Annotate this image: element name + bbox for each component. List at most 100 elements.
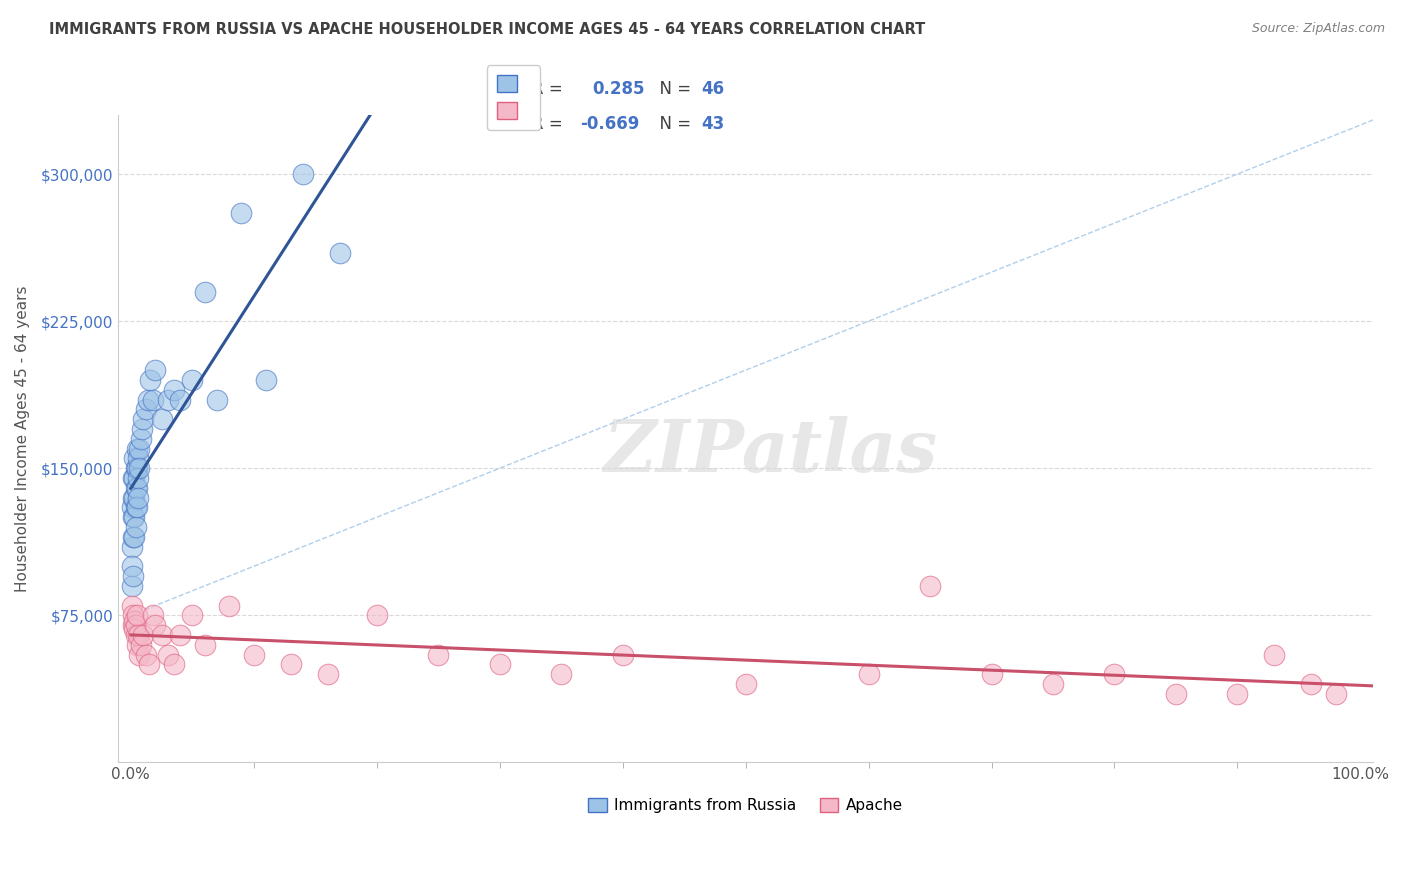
Point	[1263, 648, 1285, 662]
Point	[124, 451, 146, 466]
Point	[132, 412, 155, 426]
Point	[128, 461, 150, 475]
Point	[163, 383, 186, 397]
Text: -0.669: -0.669	[581, 115, 640, 133]
Point	[143, 618, 166, 632]
Point	[125, 461, 148, 475]
Point	[427, 648, 450, 662]
Text: Source: ZipAtlas.com: Source: ZipAtlas.com	[1251, 22, 1385, 36]
Point	[169, 392, 191, 407]
Point	[124, 510, 146, 524]
Point	[124, 614, 146, 628]
Text: 0.285: 0.285	[592, 79, 645, 97]
Point	[122, 569, 145, 583]
Point	[125, 442, 148, 456]
Point	[291, 167, 314, 181]
Point	[131, 422, 153, 436]
Point	[1164, 687, 1187, 701]
Point	[127, 471, 149, 485]
Point	[136, 392, 159, 407]
Point	[218, 599, 240, 613]
Point	[181, 608, 204, 623]
Point	[143, 363, 166, 377]
Text: ZIPatlas: ZIPatlas	[603, 417, 938, 487]
Point	[129, 432, 152, 446]
Point	[127, 451, 149, 466]
Legend: Immigrants from Russia, Apache: Immigrants from Russia, Apache	[582, 792, 908, 820]
Text: N =: N =	[650, 115, 696, 133]
Point	[280, 657, 302, 672]
Point	[181, 373, 204, 387]
Point	[128, 442, 150, 456]
Point	[205, 392, 228, 407]
Point	[121, 540, 143, 554]
Point	[550, 667, 572, 681]
Text: R =: R =	[533, 115, 568, 133]
Point	[125, 520, 148, 534]
Point	[127, 491, 149, 505]
Point	[1301, 677, 1323, 691]
Text: N =: N =	[650, 79, 696, 97]
Point	[488, 657, 510, 672]
Point	[125, 618, 148, 632]
Point	[125, 500, 148, 515]
Point	[132, 628, 155, 642]
Point	[1104, 667, 1126, 681]
Point	[918, 579, 941, 593]
Point	[316, 667, 339, 681]
Point	[1226, 687, 1249, 701]
Point	[121, 599, 143, 613]
Point	[122, 618, 145, 632]
Point	[156, 392, 179, 407]
Point	[122, 530, 145, 544]
Point	[242, 648, 264, 662]
Point	[125, 500, 148, 515]
Point	[125, 608, 148, 623]
Point	[124, 491, 146, 505]
Point	[124, 530, 146, 544]
Text: 43: 43	[702, 115, 725, 133]
Point	[366, 608, 388, 623]
Point	[150, 412, 173, 426]
Point	[1042, 677, 1064, 691]
Point	[150, 628, 173, 642]
Point	[128, 648, 150, 662]
Point	[127, 628, 149, 642]
Point	[125, 628, 148, 642]
Point	[858, 667, 880, 681]
Point	[142, 392, 165, 407]
Point	[193, 638, 215, 652]
Text: IMMIGRANTS FROM RUSSIA VS APACHE HOUSEHOLDER INCOME AGES 45 - 64 YEARS CORRELATI: IMMIGRANTS FROM RUSSIA VS APACHE HOUSEHO…	[49, 22, 925, 37]
Point	[734, 677, 756, 691]
Point	[138, 657, 160, 672]
Point	[122, 608, 145, 623]
Point	[156, 648, 179, 662]
Point	[124, 622, 146, 636]
Point	[231, 206, 253, 220]
Point	[329, 245, 352, 260]
Point	[122, 471, 145, 485]
Point	[193, 285, 215, 299]
Point	[121, 500, 143, 515]
Point	[612, 648, 634, 662]
Point	[135, 648, 157, 662]
Point	[125, 481, 148, 495]
Point	[121, 579, 143, 593]
Text: 46: 46	[702, 79, 725, 97]
Point	[163, 657, 186, 672]
Y-axis label: Householder Income Ages 45 - 64 years: Householder Income Ages 45 - 64 years	[15, 285, 30, 592]
Point	[1324, 687, 1347, 701]
Point	[121, 559, 143, 574]
Point	[129, 638, 152, 652]
Point	[122, 491, 145, 505]
Text: R =: R =	[533, 79, 574, 97]
Point	[980, 667, 1002, 681]
Point	[169, 628, 191, 642]
Point	[254, 373, 277, 387]
Point	[142, 608, 165, 623]
Point	[122, 510, 145, 524]
Point	[139, 373, 162, 387]
Point	[135, 402, 157, 417]
Point	[125, 481, 148, 495]
Point	[125, 638, 148, 652]
